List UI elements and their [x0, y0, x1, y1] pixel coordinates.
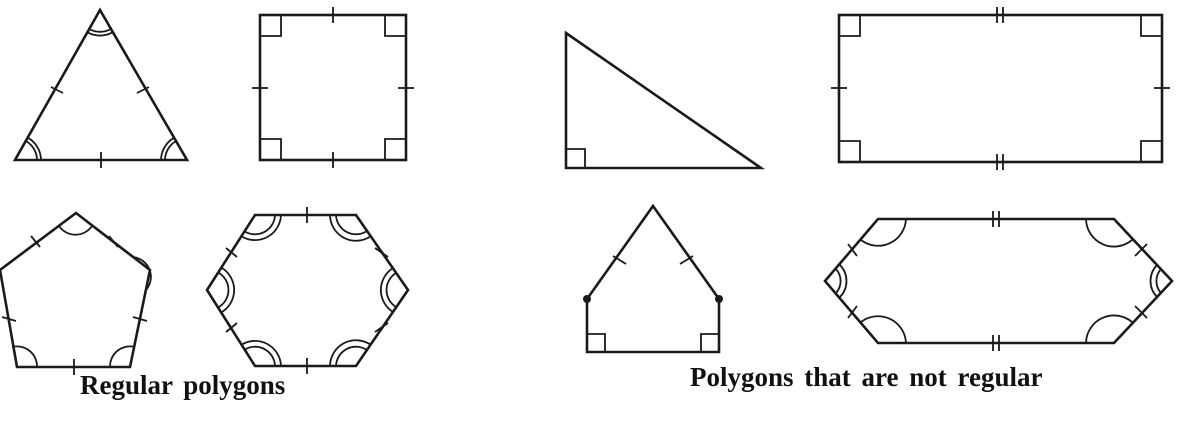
side-tick-marks	[225, 207, 389, 374]
angle-arcs	[835, 218, 1162, 344]
irregular-pentagon	[583, 203, 723, 354]
side-tick-marks	[847, 211, 1148, 351]
side-tick-marks	[831, 7, 1170, 170]
side-tick-marks	[1, 235, 148, 375]
irregular-hexagon	[823, 211, 1174, 351]
rectangle	[831, 7, 1170, 170]
right-angle-marks	[260, 15, 406, 160]
right-angle-marks	[587, 333, 719, 352]
caption-not-regular-polygons: Polygons that are not regular	[690, 362, 1043, 392]
right-triangle	[564, 30, 766, 170]
square	[252, 7, 414, 168]
side-tick-marks	[252, 7, 414, 168]
regular-hexagon	[205, 207, 410, 374]
right-angle-mark	[566, 148, 586, 168]
side-tick-marks	[612, 255, 694, 265]
caption-regular-polygons: Regular polygons	[80, 370, 286, 400]
side-tick-marks	[50, 86, 150, 168]
regular-pentagon	[0, 211, 152, 375]
equilateral-triangle	[12, 7, 190, 168]
angle-arcs	[11, 225, 152, 368]
angle-arcs	[25, 28, 177, 161]
right-angle-marks	[839, 15, 1162, 162]
angle-arcs	[218, 214, 397, 367]
